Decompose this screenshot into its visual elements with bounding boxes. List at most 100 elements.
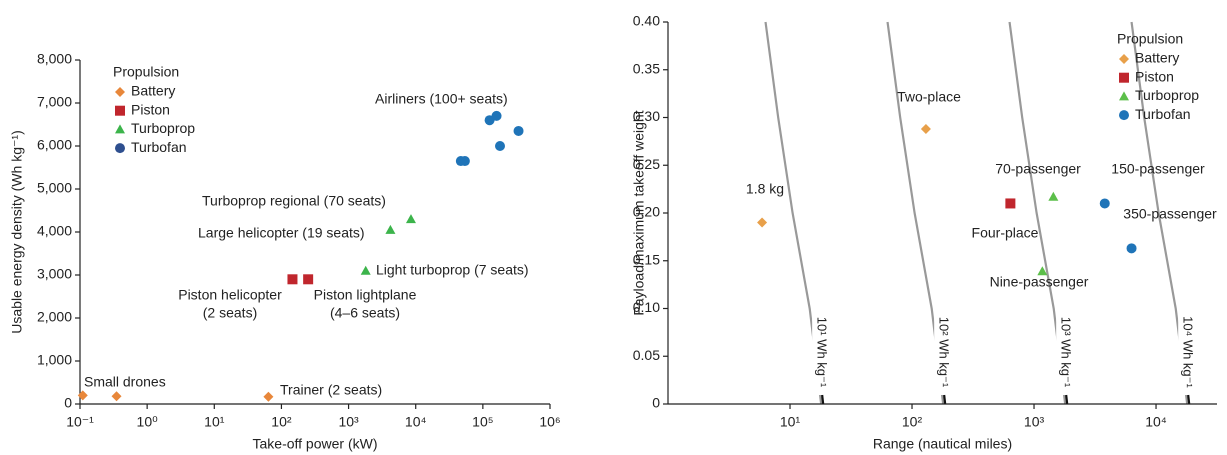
marker: [1126, 243, 1137, 254]
annotation: 150-passenger: [1111, 161, 1205, 177]
marker: [920, 123, 931, 134]
marker: [303, 274, 314, 285]
marker: [757, 217, 768, 228]
legend-marker: [115, 143, 125, 154]
curve-label: 10⁴ Wh kg⁻¹: [1181, 316, 1196, 388]
x-tick-label: 10²: [271, 414, 292, 430]
marker: [491, 110, 502, 121]
curve-label-bg: [934, 309, 953, 395]
curve-label-group: 10¹ Wh kg⁻¹: [812, 309, 831, 395]
curve-foot: [1187, 394, 1191, 405]
annotation: Large helicopter (19 seats): [198, 225, 365, 241]
y-tick-label: 0.20: [633, 204, 660, 220]
marker: [494, 141, 505, 151]
x-tick-label: 10⁶: [539, 414, 560, 430]
y-axis-label: Usable energy density (Wh kg⁻¹): [9, 130, 25, 333]
annotation: Small drones: [84, 374, 166, 390]
curve-label-group: 10² Wh kg⁻¹: [934, 309, 953, 395]
marker: [111, 391, 122, 402]
marker: [385, 224, 396, 234]
marker: [263, 391, 274, 402]
legend-label: Piston: [131, 101, 170, 117]
annotation: Two-place: [897, 89, 961, 105]
y-tick-label: 0: [64, 395, 72, 411]
marker: [1037, 266, 1048, 276]
x-tick-label: 10⁵: [472, 414, 493, 430]
y-tick-label: 0.15: [633, 251, 660, 267]
x-tick-label: 10²: [902, 414, 923, 430]
curve-label-group: 10⁴ Wh kg⁻¹: [1178, 309, 1197, 395]
legend-marker: [1119, 54, 1129, 64]
annotation: Airliners (100+ seats): [375, 91, 508, 107]
annotation: Piston lightplane: [314, 287, 417, 303]
curve-foot: [821, 394, 825, 405]
legend-title: Propulsion: [113, 64, 179, 80]
legend-label: Battery: [131, 83, 175, 99]
curve-label-bg: [812, 309, 831, 395]
annotation: Turboprop regional (70 seats): [202, 193, 386, 209]
y-tick-label: 4,000: [37, 223, 72, 239]
legend-label: Piston: [1135, 68, 1174, 84]
marker: [287, 274, 298, 285]
x-tick-label: 10³: [1024, 414, 1045, 430]
curve-foot: [943, 394, 947, 405]
y-tick-label: 7,000: [37, 94, 72, 110]
y-tick-label: 0.05: [633, 347, 660, 363]
legend-marker: [115, 87, 125, 97]
legend-marker: [115, 105, 125, 116]
annotation: (2 seats): [203, 305, 257, 321]
x-tick-label: 10⁴: [405, 414, 427, 430]
annotation: Trainer (2 seats): [280, 382, 382, 398]
y-tick-label: 0.10: [633, 299, 660, 315]
marker: [77, 390, 88, 401]
curve-label: 10³ Wh kg⁻¹: [1059, 317, 1074, 388]
y-tick-label: 8,000: [37, 51, 72, 67]
annotation: 70-passenger: [995, 161, 1081, 177]
y-axis-label: Payload/maximum takeoff weight: [631, 110, 647, 315]
y-tick-label: 3,000: [37, 266, 72, 282]
annotation: Piston helicopter: [178, 287, 282, 303]
y-tick-label: 1,000: [37, 352, 72, 368]
curve-label-bg: [1056, 309, 1075, 395]
y-tick-label: 6,000: [37, 137, 72, 153]
curve-label: 10² Wh kg⁻¹: [937, 317, 952, 388]
x-tick-label: 10³: [338, 414, 359, 430]
curve-label-group: 10³ Wh kg⁻¹: [1056, 309, 1075, 395]
annotation: Four-place: [972, 225, 1039, 241]
x-axis-label: Range (nautical miles): [873, 436, 1012, 452]
y-tick-label: 0.30: [633, 108, 660, 124]
legend-label: Battery: [1135, 50, 1179, 66]
curve-label-bg: [1178, 309, 1197, 395]
legend-marker: [1119, 72, 1129, 83]
y-tick-label: 0.40: [633, 13, 660, 29]
annotation: 1.8 kg: [746, 181, 784, 197]
legend-label: Turbofan: [131, 139, 187, 155]
marker: [360, 265, 371, 275]
x-tick-label: 10⁻¹: [66, 414, 94, 430]
curve-foot: [1065, 394, 1069, 405]
x-axis-label: Take-off power (kW): [253, 436, 378, 452]
marker: [513, 125, 524, 136]
marker: [1048, 191, 1059, 201]
y-tick-label: 0.25: [633, 156, 660, 172]
annotation: Light turboprop (7 seats): [376, 262, 529, 278]
legend-label: Turbofan: [1135, 106, 1191, 122]
x-tick-label: 10¹: [780, 414, 801, 430]
y-tick-label: 5,000: [37, 180, 72, 196]
legend-label: Turboprop: [131, 120, 195, 136]
annotation: (4–6 seats): [330, 305, 400, 321]
annotation: Nine-passenger: [990, 274, 1089, 290]
x-tick-label: 10⁴: [1145, 414, 1167, 430]
legend-marker: [1119, 110, 1129, 121]
legend-marker: [1119, 91, 1129, 101]
annotation: 350-passenger: [1123, 206, 1217, 222]
marker: [1099, 198, 1110, 209]
y-tick-label: 0: [652, 395, 660, 411]
legend-marker: [115, 124, 125, 134]
marker: [459, 156, 470, 167]
y-tick-label: 0.35: [633, 60, 660, 76]
marker: [1005, 198, 1016, 209]
marker: [405, 214, 416, 224]
y-tick-label: 2,000: [37, 309, 72, 325]
